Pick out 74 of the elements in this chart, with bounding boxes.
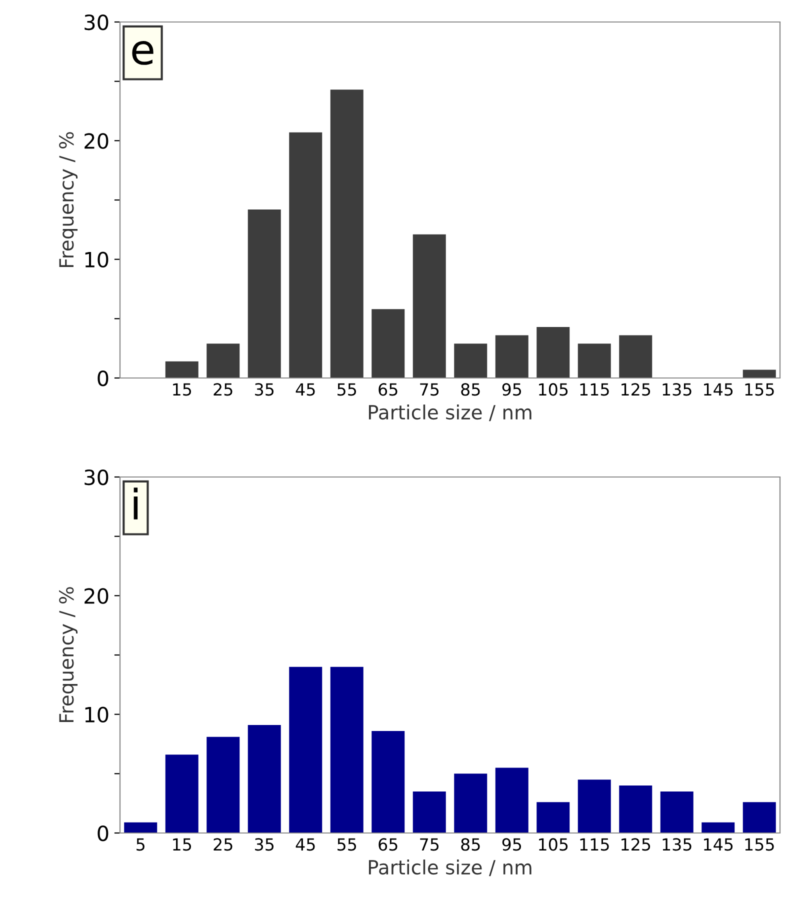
x-tick-label: 95 <box>502 383 522 396</box>
bar <box>289 132 322 378</box>
bar <box>206 344 240 378</box>
y-tick-label: 0 <box>98 370 108 386</box>
x-tick-label: 55 <box>338 383 356 396</box>
bar <box>454 344 488 378</box>
bar <box>495 335 528 378</box>
annotation: e <box>132 41 154 65</box>
y-tick-label: 10 <box>85 252 108 268</box>
bar <box>372 730 405 833</box>
x-tick-label: 155 <box>745 838 774 851</box>
x-tick-label: 65 <box>378 838 398 851</box>
x-tick-label: 145 <box>704 838 733 851</box>
bar <box>619 335 652 378</box>
bar <box>412 234 446 378</box>
bar <box>330 666 364 833</box>
bar <box>165 754 198 833</box>
x-tick-label: 105 <box>539 838 568 851</box>
bar <box>248 725 281 833</box>
bar <box>536 326 570 378</box>
x-tick-label: 115 <box>580 383 609 396</box>
bar <box>742 370 776 378</box>
y-tick-label: 30 <box>84 14 108 30</box>
bar <box>702 822 735 833</box>
x-tick-label: 115 <box>580 838 609 851</box>
x-tick-label: 125 <box>622 383 650 396</box>
x-tick-label: 135 <box>662 383 692 396</box>
y-tick-label: 20 <box>84 133 108 149</box>
x-tick-label: 15 <box>173 383 192 396</box>
x-tick-label: 105 <box>539 383 568 396</box>
y-axis-title: Frequency / % <box>59 132 78 268</box>
y-axis-title: Frequency / % <box>59 587 78 722</box>
annotation: i <box>134 488 138 520</box>
bar <box>578 780 611 833</box>
x-tick-label: 35 <box>255 383 274 396</box>
bar <box>124 822 158 833</box>
x-tick-label: 45 <box>296 838 315 851</box>
bar <box>412 791 446 833</box>
y-tick-label: 30 <box>84 469 108 486</box>
bar <box>578 344 611 378</box>
x-tick-label: 125 <box>622 838 650 851</box>
x-tick-label: 5 <box>136 838 144 851</box>
bar <box>206 736 240 833</box>
bar <box>454 774 488 833</box>
x-tick-label: 15 <box>173 838 192 851</box>
x-tick-label: 25 <box>214 838 232 851</box>
x-tick-label: 135 <box>662 838 692 851</box>
x-tick-label: 85 <box>461 838 480 851</box>
x-tick-label: 75 <box>420 383 439 396</box>
bar <box>330 90 364 378</box>
bar <box>536 802 570 833</box>
bar <box>742 802 776 833</box>
bar <box>619 786 652 833</box>
bar <box>660 791 694 833</box>
x-axis-title: Particle size / nm <box>368 404 532 422</box>
x-tick-label: 75 <box>420 838 439 851</box>
y-tick-label: 0 <box>98 825 108 842</box>
x-tick-label: 55 <box>338 838 356 851</box>
y-tick-label: 20 <box>84 588 108 604</box>
x-tick-label: 85 <box>461 383 480 396</box>
x-tick-label: 145 <box>704 383 733 396</box>
y-tick-label: 10 <box>85 706 108 723</box>
x-axis-title: Particle size / nm <box>368 860 532 876</box>
bar <box>165 361 198 378</box>
x-tick-label: 155 <box>745 383 774 396</box>
bar <box>289 666 322 833</box>
x-tick-label: 25 <box>214 383 232 396</box>
bar <box>248 209 281 378</box>
x-tick-label: 95 <box>502 838 522 851</box>
bar <box>495 768 528 833</box>
x-tick-label: 45 <box>296 383 315 396</box>
x-tick-label: 65 <box>378 383 398 396</box>
x-tick-label: 35 <box>255 838 274 851</box>
bar <box>372 309 405 378</box>
